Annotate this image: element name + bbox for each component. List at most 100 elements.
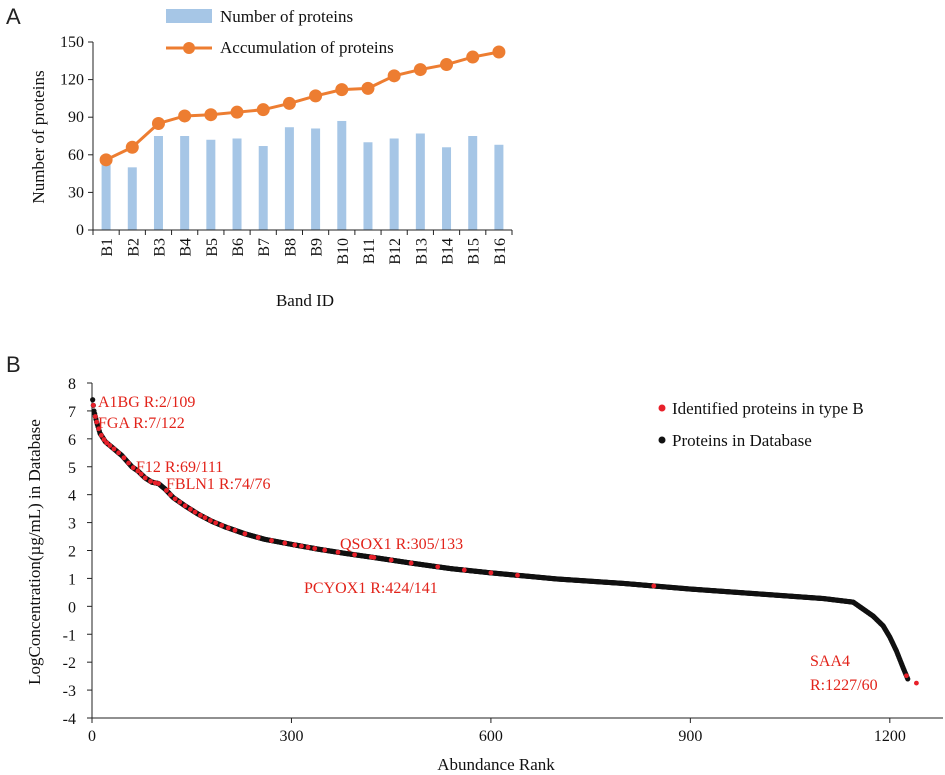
x-tick-label-B4: B4 [178,238,195,257]
line-point-B6 [230,105,244,119]
line-point-B4 [178,109,192,123]
y-tick-label-a: 0 [76,222,84,239]
identified-point [130,465,136,471]
bar-B6 [232,138,242,230]
identified-point [299,543,304,549]
axes-b: -4 -3 -2 -1 0 1 2 3 4 5 6 7 8 0 300 600 900 1200 [63,376,943,745]
legend-a: Number of proteins Accumulation of prote… [166,7,394,57]
x-axis-label-b: Abundance Rank [437,755,555,774]
bar-B4 [180,136,190,230]
identified-point [219,522,225,528]
legend-b: Identified proteins in type B Proteins i… [658,399,864,450]
annotation-label: FBLN1 R:74/76 [166,476,270,493]
identified-point [914,680,919,686]
bar-B1 [101,159,111,230]
identified-point [388,557,394,563]
identified-point [111,446,117,452]
identified-point [92,414,98,419]
y-tick-label-b: -4 [63,711,76,728]
identified-point [269,538,274,543]
identified-point [142,475,148,481]
y-tick-label-b: 7 [68,404,76,421]
line-point-B16 [492,45,506,59]
line-point-B14 [440,58,454,72]
bar-B16 [494,144,504,230]
bar-B7 [258,146,268,230]
identified-point [116,450,121,456]
y-axis-label-b: LogConcentration(µg/mL) in Database [25,419,44,685]
bar-B2 [127,167,137,230]
identified-point [335,549,341,555]
annotation-label: A1BG R:2/109 [98,394,195,411]
y-tick-label-b: 3 [68,516,76,533]
identified-point [107,443,113,448]
y-tick-label-b: 4 [68,488,76,505]
x-tick-label-B8: B8 [282,238,299,257]
y-axis-label-a: Number of proteins [29,70,48,203]
bar-series [101,120,504,230]
x-tick-label-b: 300 [279,728,303,745]
identified-point [461,567,467,573]
identified-point [312,546,318,551]
bar-B15 [468,136,478,230]
annotation-label: F12 R:69/111 [136,459,223,476]
scatter-points [90,397,919,686]
y-tick-label-a: 120 [60,72,84,89]
identified-point [164,488,169,493]
line-point-B7 [256,103,270,117]
identified-point [98,432,104,438]
database-point [90,397,96,403]
bar-B12 [389,138,399,230]
x-tick-label-B10: B10 [335,238,352,265]
y-tick-label-a: 60 [68,147,84,164]
identified-point [138,471,144,477]
annotation-label: FGA R:7/122 [98,415,185,432]
bar-B5 [206,139,216,230]
x-tick-label-B9: B9 [309,238,326,257]
accumulation-line [105,50,500,162]
legend-label-bars: Number of proteins [220,7,353,26]
identified-point [126,460,131,466]
x-tick-label-B1: B1 [99,238,116,257]
x-tick-label-B3: B3 [151,238,168,257]
legend-label-identified: Identified proteins in type B [672,399,864,418]
line-point-B12 [387,69,401,83]
line-point-B9 [309,89,323,103]
y-tick-label-b: 1 [68,571,76,588]
identified-point [172,496,178,502]
identified-point [182,503,188,509]
identified-point [371,555,377,560]
x-tick-label-B13: B13 [413,238,430,265]
x-tick-label-B2: B2 [125,238,142,257]
chart-a: 0 30 60 90 120 150 B1 B2 B3 B4 B5 B6 B7 B8 B9 B10 B11 B12… [29,7,513,310]
identified-point [192,509,198,515]
line-point-B5 [204,108,218,122]
line-point-B8 [282,96,296,110]
identified-point [305,544,311,550]
identified-point [292,542,298,548]
y-tick-label-b: 5 [68,460,76,477]
identified-point [255,535,261,540]
identified-point [207,518,213,523]
y-tick-label-a: 90 [68,109,84,126]
line-series [99,45,506,167]
y-tick-label-b: 0 [68,599,76,616]
identified-point [121,455,127,461]
bar-B13 [415,133,425,230]
identified-point [177,499,183,505]
y-tick-label-b: 2 [68,544,76,561]
line-point-B10 [335,83,349,97]
bar-B9 [311,128,321,230]
y-tick-label-a: 30 [68,184,84,201]
line-point-B13 [413,63,427,77]
chart-b: -4 -3 -2 -1 0 1 2 3 4 5 6 7 8 0 300 600 900 1200 A1BG R:2… [25,376,943,774]
identified-point [104,440,110,446]
bar-B14 [442,147,452,230]
identified-point [488,570,494,576]
x-tick-label-B6: B6 [230,238,247,257]
identified-point [282,540,288,546]
legend-black-dot [658,436,666,444]
identified-point [408,560,414,566]
y-tick-label-b: -1 [63,627,76,644]
identified-point [651,583,657,589]
